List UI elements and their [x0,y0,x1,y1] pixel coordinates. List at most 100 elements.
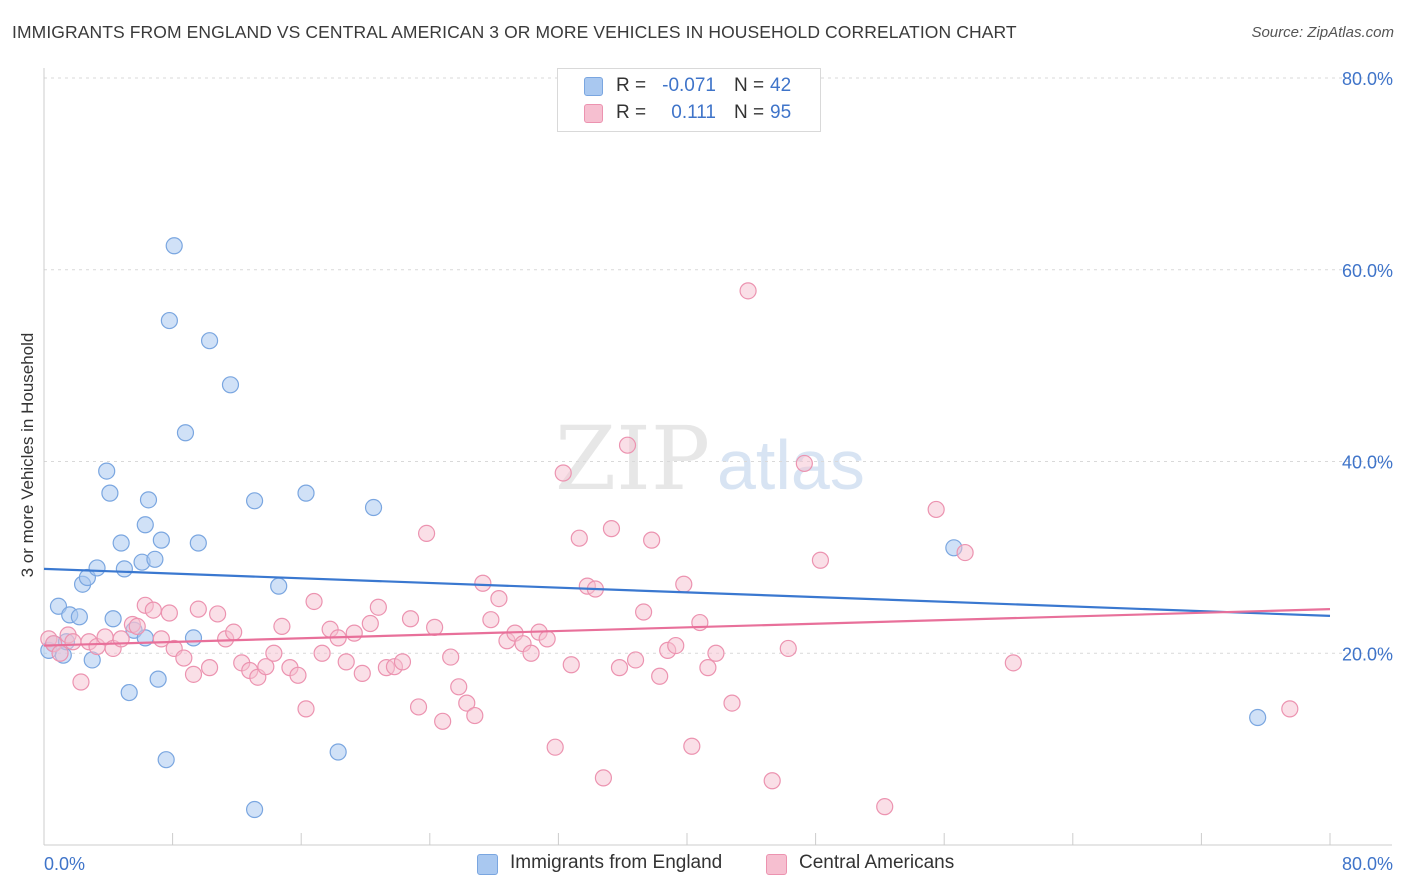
point-central-americans [610,659,629,677]
point-england [297,484,315,502]
point-central-americans [763,772,781,790]
point-central-americans [626,651,645,669]
point-central-americans [189,600,207,618]
trend-line-central-americans [43,608,1331,647]
trend-line-england [43,567,1331,617]
point-central-americans [739,282,757,300]
stats-r-value: 0.111 [671,102,716,123]
point-england [364,498,383,517]
point-england [136,516,154,534]
legend-label-central-americans: Central Americans [799,852,955,873]
point-england [70,608,88,626]
point-central-americans [482,611,500,629]
y-tick-label: 80.0% [1342,69,1393,89]
point-central-americans [634,603,653,621]
y-tick-label: 20.0% [1342,644,1393,664]
point-england [101,484,119,502]
point-central-americans [699,659,717,677]
point-england [200,332,219,350]
point-central-americans [289,666,307,684]
point-england [160,311,178,330]
point-england [146,550,164,568]
point-central-americans [353,664,371,682]
point-central-americans [128,617,146,636]
point-central-americans [667,636,685,655]
point-central-americans [426,618,444,636]
point-central-americans [1004,654,1022,672]
point-central-americans [450,678,468,696]
stats-n-value: 42 [770,75,792,96]
point-central-americans [345,624,363,642]
stats-r-label: R = [616,75,647,96]
point-central-americans [811,551,830,569]
point-central-americans [683,737,701,755]
point-central-americans [160,604,178,622]
point-central-americans [618,436,637,454]
point-central-americans [554,464,572,482]
point-central-americans [64,633,82,651]
point-england [112,534,130,552]
point-central-americans [434,712,452,730]
y-tick-label: 40.0% [1342,453,1393,473]
point-england [165,237,183,255]
point-central-americans [466,706,484,725]
point-central-americans [409,698,428,716]
point-central-americans [562,656,580,674]
point-england [104,610,122,628]
point-central-americans [209,605,227,623]
point-central-americans [651,667,669,685]
point-central-americans [273,617,291,636]
point-central-americans [538,630,556,648]
stats-n-label: N = [734,102,765,123]
point-central-americans [1281,700,1299,718]
legend-swatch-central-americans [766,854,787,875]
point-england [98,462,116,480]
stats-r-label: R = [616,102,647,123]
point-england [329,743,347,761]
point-central-americans [257,658,275,676]
point-central-americans [795,454,813,473]
point-central-americans [594,769,613,787]
point-england [49,597,68,615]
point-central-americans [313,644,331,662]
point-england [88,559,106,577]
gridlines [44,77,1392,654]
point-central-americans [175,649,193,667]
stats-r-value: -0.071 [662,75,716,96]
point-england [139,491,158,509]
point-central-americans [225,623,243,641]
point-central-americans [956,543,974,562]
point-central-americans [361,614,379,633]
point-central-americans [707,644,725,662]
point-central-americans [570,529,588,547]
y-tick-label: 60.0% [1342,261,1393,281]
watermark-atlas: atlas [717,426,865,504]
stats-n-label: N = [734,75,765,96]
point-central-americans [675,575,693,593]
point-central-americans [337,653,355,671]
source-label: Source: ZipAtlas.com [1251,24,1394,41]
point-central-americans [522,644,540,662]
point-central-americans [546,738,564,756]
tick-labels: 20.0% 40.0% 60.0% 80.0% 0.0% 80.0% [44,69,1393,874]
series-points [40,237,1299,819]
point-central-americans [417,524,436,543]
x-tick-label: 80.0% [1342,854,1393,874]
point-central-americans [393,653,412,671]
stats-n-value: 95 [770,102,792,123]
point-england [120,683,138,702]
point-england [245,800,264,819]
point-england [184,629,203,647]
stats-swatch-central-americans [584,104,603,123]
point-england [270,577,288,595]
point-england [115,560,133,578]
watermark-zip: ZIP [555,407,710,510]
legend-label-england: Immigrants from England [510,852,723,873]
point-central-americans [72,673,90,691]
axes [43,68,1392,846]
point-central-americans [779,639,797,658]
point-england [1249,708,1267,727]
point-central-americans [200,659,219,677]
point-central-americans [723,694,741,712]
